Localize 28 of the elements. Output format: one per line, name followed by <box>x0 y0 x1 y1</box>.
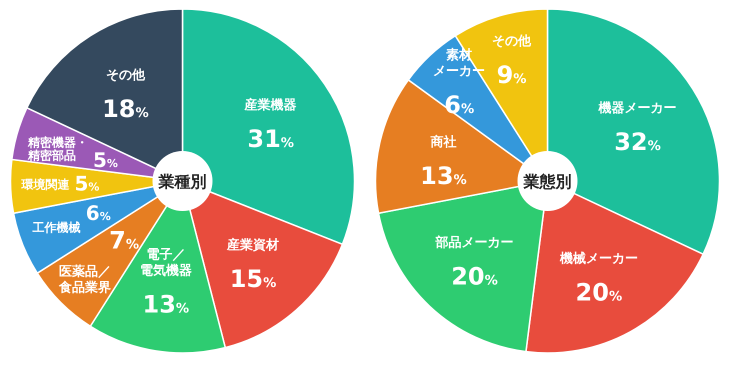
text: 業態別 <box>522 172 572 191</box>
data-label: 15% <box>230 264 276 293</box>
slice-label: 部品メーカー <box>434 234 514 251</box>
data-label: 13% <box>420 162 467 190</box>
slice-label: 精密機器・精密部品 <box>26 135 88 162</box>
data-label: 31% <box>247 125 294 154</box>
slice-label: 電子／電気機器 <box>140 247 192 278</box>
slice-label: 産業機器 <box>244 97 297 114</box>
data-label: 5% <box>74 172 100 196</box>
slice-label: 医薬品／食品業界 <box>58 263 112 296</box>
slice-label: 環境関連 <box>20 178 70 192</box>
data-label: 20% <box>451 262 498 291</box>
slice-label: 工作機械 <box>32 220 81 235</box>
data-label: 13% <box>142 290 190 318</box>
slice-label: その他 <box>492 34 532 50</box>
data-label: 6% <box>86 201 111 226</box>
slice-label: 機器メーカー <box>598 100 677 116</box>
data-label: 9% <box>496 61 526 90</box>
slice-label: 商社 <box>429 134 456 150</box>
data-label: 5% <box>92 148 118 172</box>
slice-label: 機械メーカー <box>558 251 638 266</box>
data-label: 20% <box>576 278 622 306</box>
text: 業種別 <box>158 172 206 191</box>
data-label: 18% <box>102 94 149 123</box>
slice-label: 産業資材 <box>226 236 280 253</box>
slice-label: その他 <box>106 68 146 83</box>
data-label: 7% <box>109 226 140 254</box>
data-label: 32% <box>614 128 661 156</box>
